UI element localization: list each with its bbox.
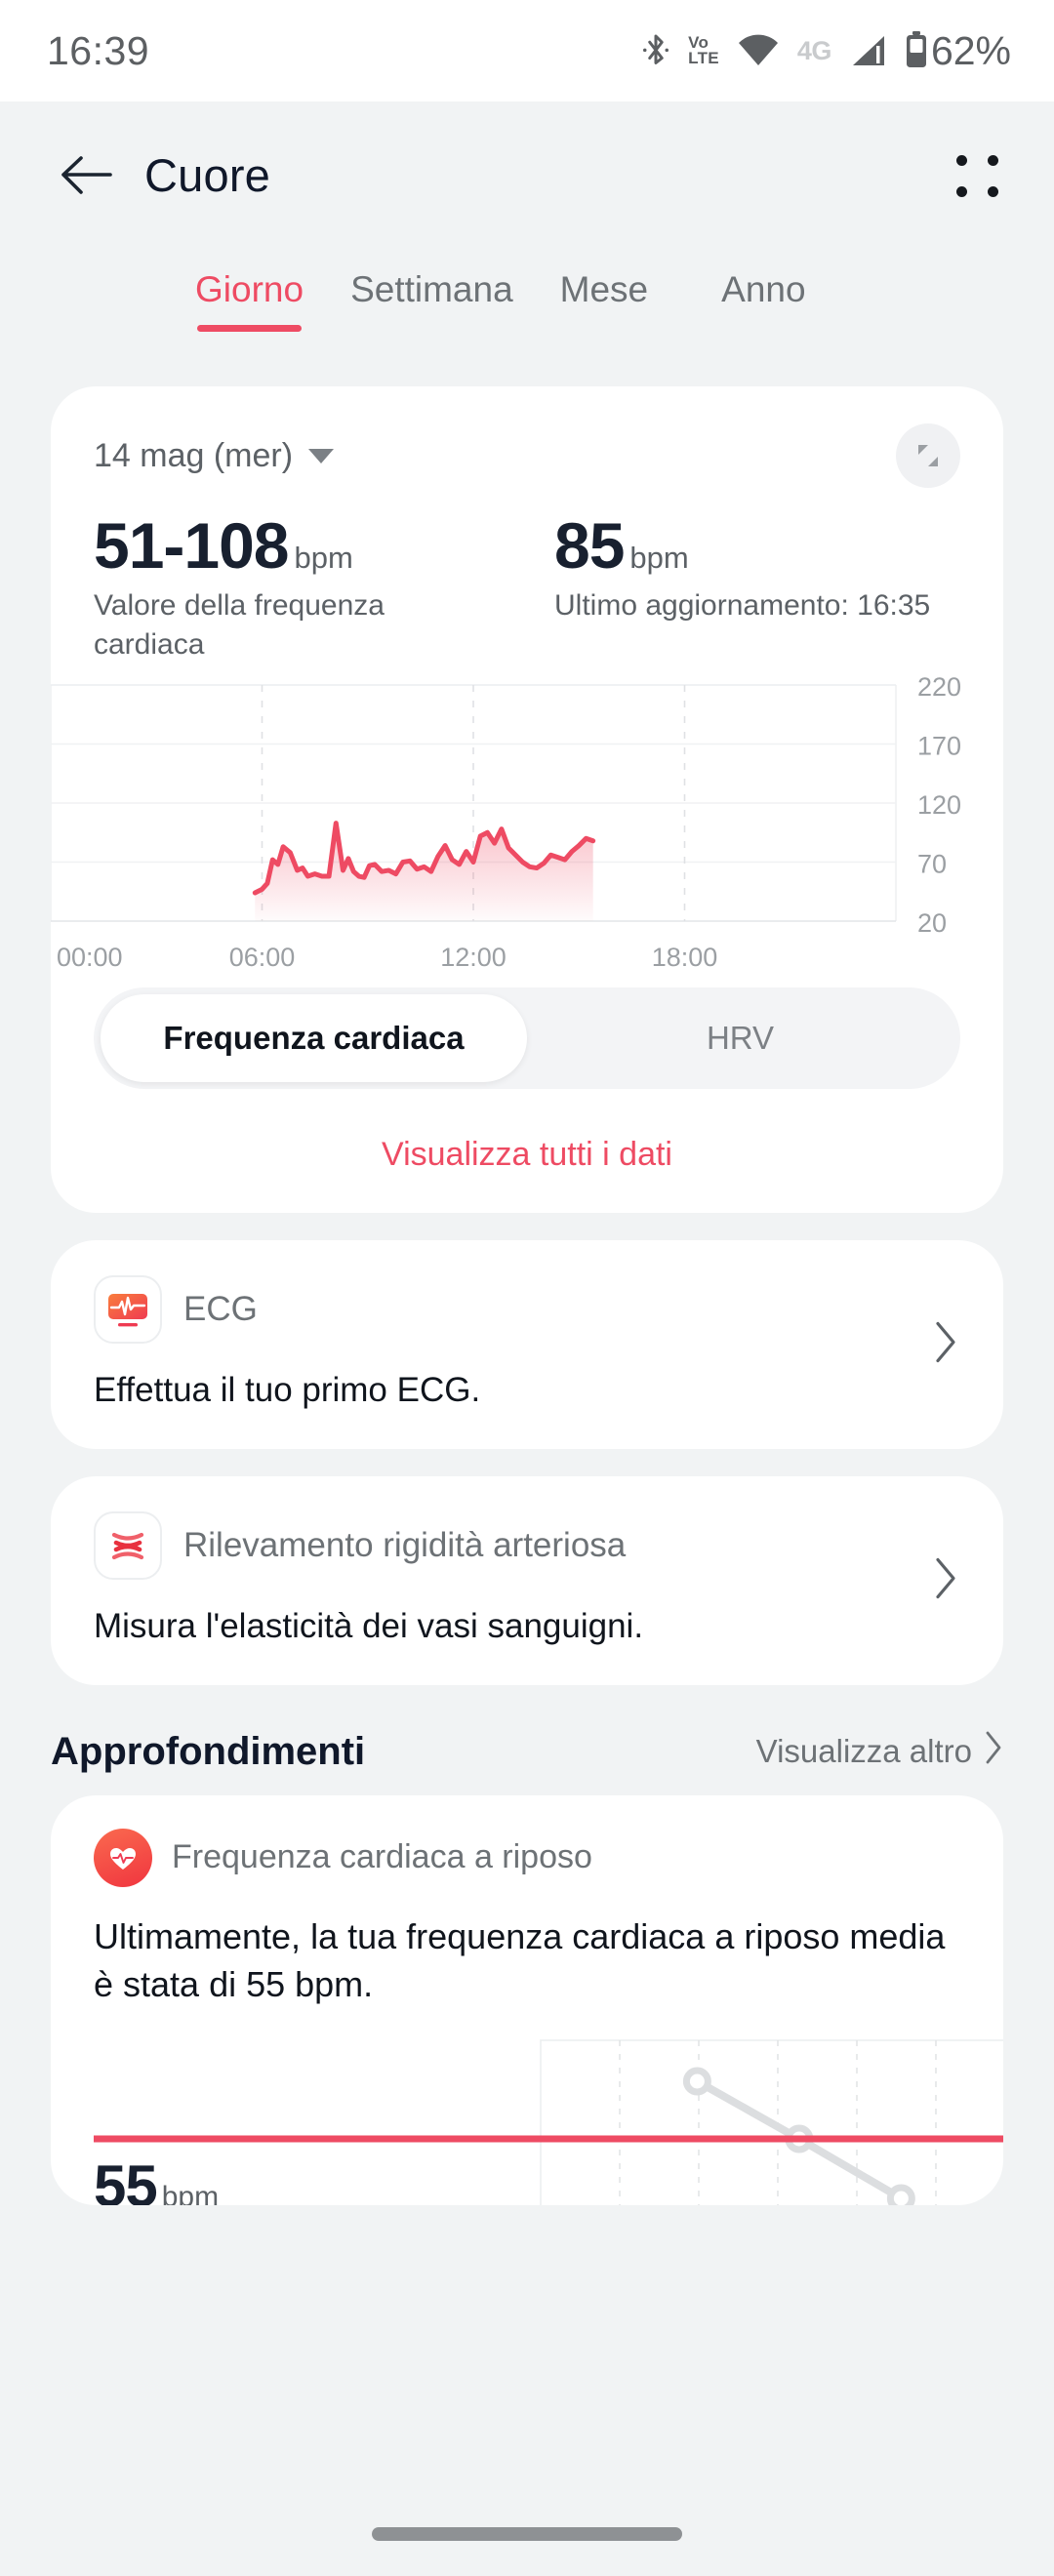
resting-hr-big-unit: bpm [161,2180,220,2205]
battery-percent: 62% [930,27,1011,73]
arterial-stiffness-card-title: Rilevamento rigidità arteriosa [183,1525,627,1564]
hr-last-value: 85 [554,509,625,582]
insights-title: Approfondimenti [51,1729,366,1773]
four-dot-menu-icon[interactable] [939,139,1011,211]
resting-hr-mini-chart: 55 bpm [90,2034,1003,2205]
chevron-right-icon[interactable] [933,1319,958,1369]
resting-hr-header: Frequenza cardiaca a riposo [94,1828,960,1887]
hr-last-stat: 85 bpm Ultimo aggiornamento: 16:35 [554,509,960,665]
hr-range-stat: 51-108 bpm Valore della frequenza cardiac… [94,509,500,665]
insights-section-header: Approfondimenti Visualizza altro [51,1730,1003,1774]
signal-icon [849,34,886,67]
period-tabs: Giorno Settimana Mese Anno [0,248,1054,363]
svg-text:20: 20 [917,908,947,938]
expand-fullscreen-icon[interactable] [896,423,960,488]
arterial-stiffness-card-description: Misura l'elasticità dei vasi sanguigni. [94,1606,644,1645]
ecg-card-description: Effettua il tuo primo ECG. [94,1370,481,1409]
page-title: Cuore [144,148,271,201]
status-bar: 16:39 Vo LTE 4G [0,0,1054,101]
bluetooth-icon [641,31,670,70]
heart-rate-stats: 51-108 bpm Valore della frequenza cardiac… [51,488,1003,665]
selected-date[interactable]: 14 mag (mer) [94,436,294,474]
hr-range-value: 51-108 [94,509,290,582]
tab-anno[interactable]: Anno [721,269,806,309]
arterial-stiffness-icon [94,1510,162,1580]
arterial-stiffness-card-header: Rilevamento rigidità arteriosa [94,1510,960,1580]
chevron-right-icon [984,1730,1003,1773]
app-header: Cuore [0,101,1054,248]
insights-view-more-label: Visualizza altro [755,1733,972,1770]
ecg-card[interactable]: ECG Effettua il tuo primo ECG. [51,1239,1003,1449]
back-arrow-icon[interactable] [51,139,123,211]
resting-heart-rate-card[interactable]: Frequenza cardiaca a riposo Ultimamente,… [51,1794,1003,2205]
heart-rate-chart[interactable]: 220 170 120 70 20 00:00 06:00 12:00 18:00 [51,677,1003,970]
resting-hr-big-value-row: 55 bpm [94,2153,219,2205]
resting-heart-icon [94,1828,152,1887]
wifi-icon [737,34,780,67]
date-selector-row: 14 mag (mer) [51,423,1003,488]
tab-giorno[interactable]: Giorno [195,269,304,332]
hr-last-label: Ultimo aggiornamento: 16:35 [554,589,931,623]
heart-rate-card: 14 mag (mer) 51-108 bpm Valore della freq… [51,386,1003,1213]
svg-text:170: 170 [917,731,961,760]
battery-icon: 62% [904,28,1011,74]
chevron-down-icon[interactable] [308,448,335,463]
status-bar-clock: 16:39 [47,27,150,73]
svg-text:220: 220 [917,677,961,702]
svg-text:00:00: 00:00 [57,943,123,970]
svg-text:18:00: 18:00 [652,943,718,970]
segment-frequenza-cardiaca[interactable]: Frequenza cardiaca [101,993,527,1082]
hr-range-value-row: 51-108 bpm [94,509,500,582]
svg-text:12:00: 12:00 [440,943,507,970]
tab-settimana[interactable]: Settimana [350,269,513,309]
insights-view-more[interactable]: Visualizza altro [756,1730,1003,1773]
resting-hr-title: Frequenza cardiaca a riposo [172,1838,592,1876]
network-4g-label: 4G [796,35,832,65]
hr-range-label: Valore della frequenza cardiaca [94,589,385,662]
ecg-card-title: ECG [183,1289,258,1328]
hr-last-unit: bpm [629,541,689,575]
view-all-data-link[interactable]: Visualizza tutti i dati [382,1135,672,1173]
tab-mese[interactable]: Mese [559,269,649,309]
home-indicator[interactable] [372,2527,682,2541]
resting-hr-big-value: 55 [94,2153,158,2205]
ecg-card-header: ECG [94,1274,960,1344]
svg-text:70: 70 [917,849,947,878]
hr-range-unit: bpm [294,541,353,575]
svg-text:120: 120 [917,790,961,820]
hr-last-value-row: 85 bpm [554,509,960,582]
status-bar-icons: Vo LTE 4G 62% [641,28,1011,74]
chevron-right-icon[interactable] [933,1555,958,1605]
svg-text:06:00: 06:00 [229,943,296,970]
arterial-stiffness-card[interactable]: Rilevamento rigidità arteriosa Misura l'… [51,1475,1003,1685]
metric-segmented-control: Frequenza cardiaca HRV [94,986,960,1089]
ecg-icon [94,1274,162,1344]
resting-hr-text: Ultimamente, la tua frequenza cardiaca a… [94,1915,946,2005]
volte-icon: Vo LTE [688,32,719,67]
segment-hrv[interactable]: HRV [706,1019,775,1056]
